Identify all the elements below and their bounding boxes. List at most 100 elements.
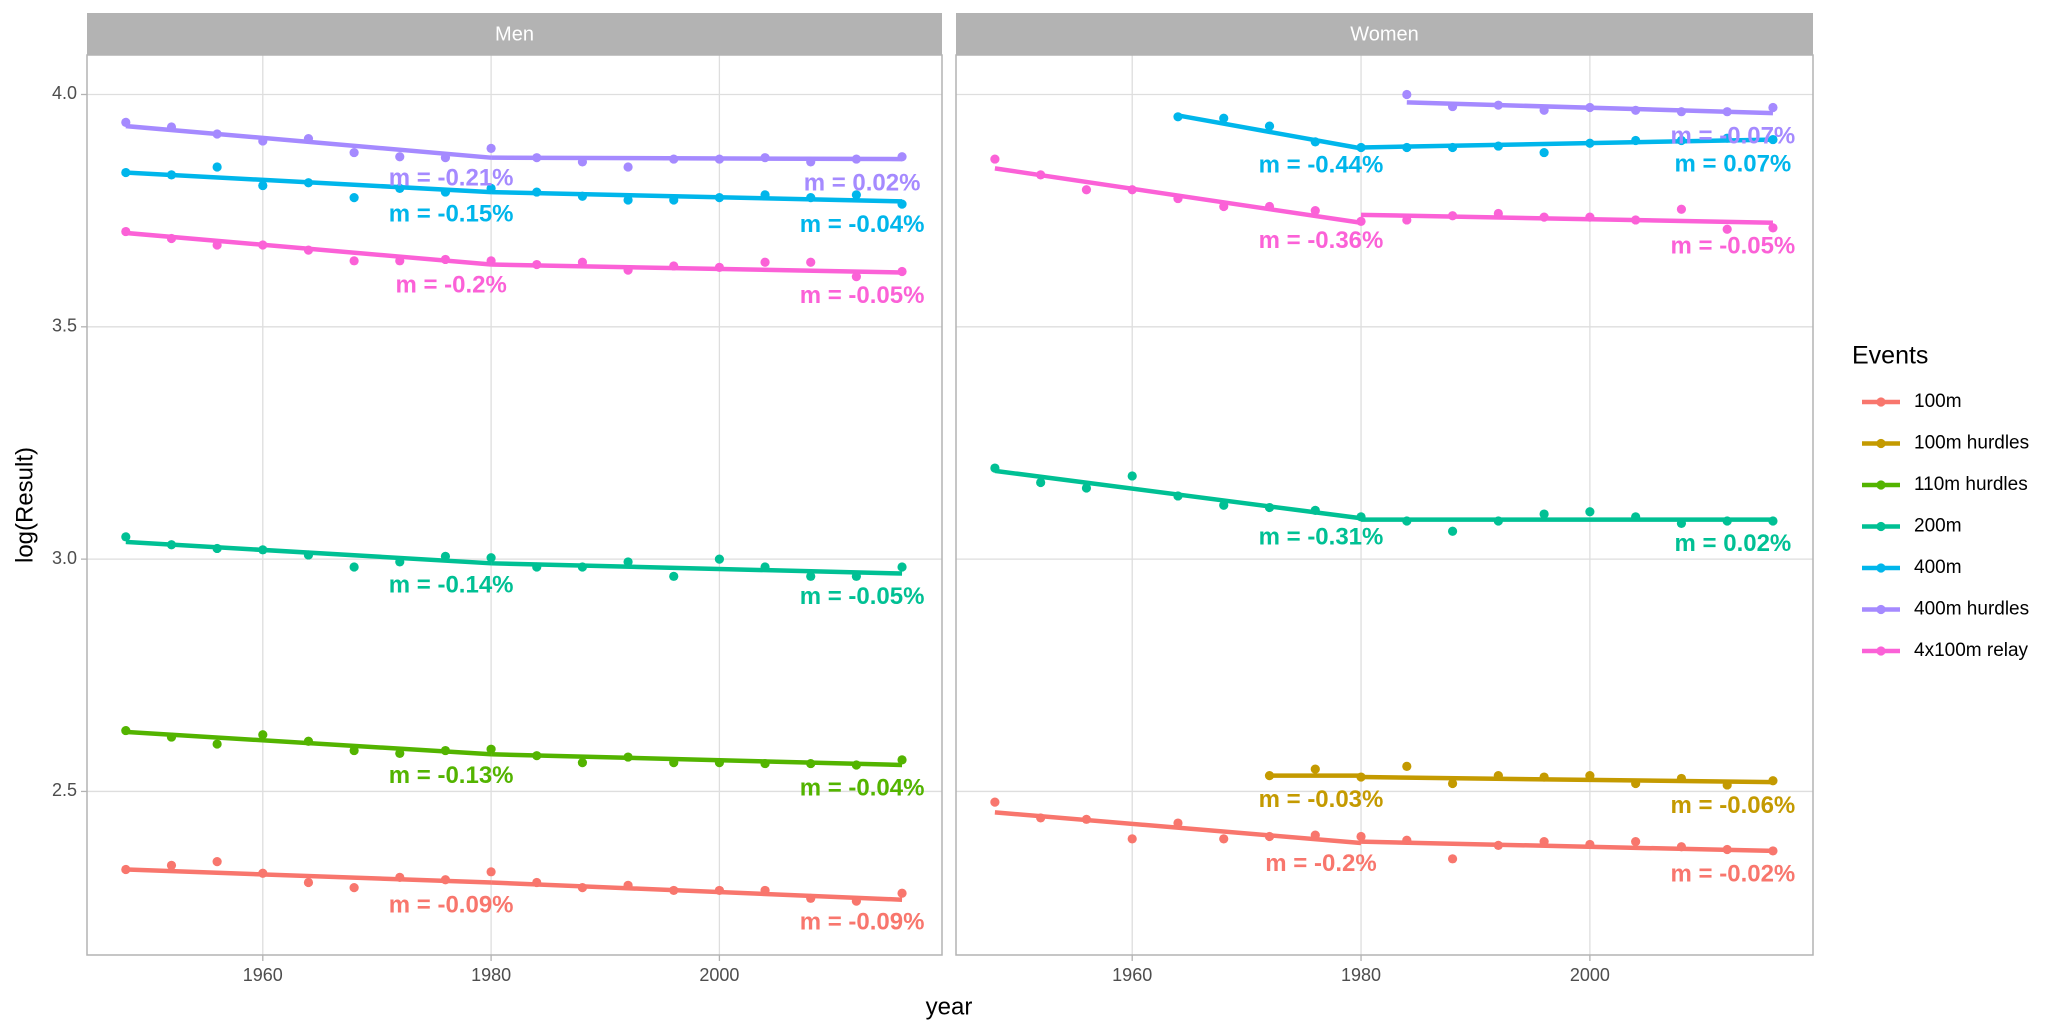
x-tick-label: 1960: [1112, 965, 1152, 985]
point: [1081, 483, 1092, 493]
strip: [956, 13, 1813, 55]
slope-label: m = -0.13%: [389, 762, 514, 789]
fit-line: [491, 155, 903, 162]
fit-line: [1360, 839, 1774, 854]
point: [258, 180, 268, 191]
slope-label: m = -0.44%: [1259, 152, 1384, 179]
x-tick-label: 1960: [243, 965, 283, 985]
fit-line: [1177, 113, 1362, 151]
x-tick-label: 2000: [1570, 965, 1610, 985]
panel-border: [955, 54, 1814, 956]
point: [1539, 147, 1549, 158]
point: [897, 888, 907, 898]
legend-key-point: [1876, 480, 1886, 490]
point: [1127, 834, 1137, 844]
fit-line: [125, 123, 492, 160]
point: [851, 272, 861, 282]
x-tick-label: 1980: [471, 965, 511, 985]
slope-label: m = -0.04%: [800, 211, 925, 238]
point: [1081, 185, 1092, 195]
point: [1722, 224, 1732, 234]
point: [486, 143, 496, 153]
point: [760, 257, 770, 267]
point: [1447, 526, 1458, 536]
x-tick-label: 2000: [699, 965, 739, 985]
point: [349, 562, 359, 572]
fit-line: [994, 468, 1362, 521]
point: [486, 553, 496, 563]
point: [121, 532, 131, 542]
point: [303, 877, 314, 888]
point: [349, 883, 359, 893]
legend-label: 100m hurdles: [1914, 433, 2029, 454]
panel-border: [86, 54, 943, 956]
point: [1676, 204, 1687, 214]
slope-label: m = 0.02%: [804, 169, 921, 196]
legend-label: 4x100m relay: [1914, 640, 2029, 661]
strip-label: Women: [1350, 23, 1419, 45]
fit-line: [994, 810, 1362, 846]
slope-label: m = -0.14%: [389, 571, 514, 598]
fit-line: [491, 189, 903, 204]
slope-label: m = -0.36%: [1259, 227, 1384, 254]
legend-label: 110m hurdles: [1914, 474, 2028, 495]
fit-line: [1361, 212, 1773, 225]
point: [349, 256, 359, 266]
fit-line: [1406, 100, 1774, 116]
point: [1219, 113, 1229, 123]
point: [1310, 764, 1320, 774]
legend-key-point: [1876, 604, 1886, 615]
point: [1768, 223, 1778, 233]
fit-line: [125, 867, 492, 885]
slope-label: m = -0.04%: [800, 774, 925, 801]
y-tick-label: 2.5: [52, 780, 77, 800]
slope-label: m = -0.09%: [800, 908, 925, 935]
panel: Women 1960 1980 2000 m = -0.2% m = -0.02% m = …: [955, 13, 1814, 985]
strip: [87, 13, 942, 55]
point: [1402, 761, 1412, 771]
panel: Men 2.5 3.0 3.5 4.0 1960 1980 2000 m = -0.09% m =…: [52, 13, 943, 985]
point: [1036, 477, 1046, 488]
point: [1127, 471, 1137, 481]
point: [1356, 831, 1366, 842]
point: [349, 147, 359, 158]
slope-label: m = -0.09%: [389, 891, 514, 918]
legend-key-point: [1876, 438, 1886, 449]
legend-label: 400m hurdles: [1914, 599, 2029, 620]
fit-line: [125, 170, 492, 195]
slope-label: m = 0.07%: [1675, 151, 1792, 178]
x-tick-label: 1980: [1341, 965, 1381, 985]
point: [623, 557, 633, 567]
legend-key-point: [1876, 521, 1886, 532]
slope-label: m = -0.05%: [800, 282, 925, 309]
legend-key-point: [1876, 646, 1886, 656]
point: [166, 860, 177, 870]
panel-background: [956, 55, 1813, 955]
strip-label: Men: [495, 23, 534, 45]
fit-line: [125, 729, 492, 757]
y-tick-label: 3.0: [52, 548, 77, 568]
point: [1264, 121, 1275, 131]
fit-line: [125, 230, 492, 267]
point: [1585, 507, 1595, 517]
point: [486, 867, 496, 877]
point: [1447, 854, 1458, 864]
slope-label: m = -0.2%: [1265, 850, 1376, 877]
legend-label: 400m: [1914, 557, 1962, 578]
slope-label: m = -0.15%: [389, 200, 514, 227]
fit-line: [994, 166, 1362, 225]
point: [623, 195, 633, 205]
y-axis-title: log(Result): [11, 447, 38, 563]
panel-background: [87, 55, 942, 955]
point: [212, 739, 222, 749]
slope-label: m = -0.02%: [1671, 860, 1796, 887]
point: [212, 857, 222, 867]
slope-label: m = -0.05%: [1671, 232, 1796, 259]
slope-label: m = 0.02%: [1675, 530, 1792, 557]
slope-label: m = -0.05%: [800, 583, 925, 610]
legend-label: 100m: [1914, 391, 1962, 412]
fit-line: [491, 752, 903, 768]
legend-label: 200m: [1914, 516, 1962, 537]
point: [349, 193, 359, 203]
